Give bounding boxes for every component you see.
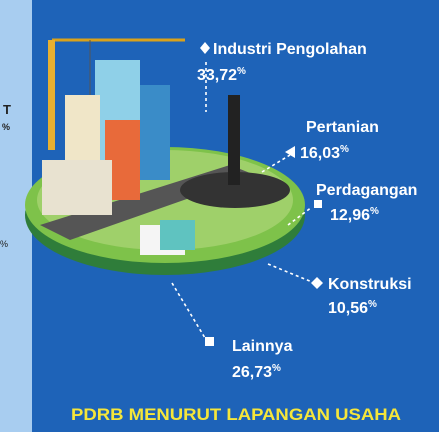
unit: % (272, 363, 281, 374)
footer-title: PDRB MENURUT LAPANGAN USAHA (71, 405, 401, 424)
value: 12,96 (330, 207, 370, 224)
item-label: Pertanian (306, 119, 379, 136)
item-value: 10,56% (328, 299, 377, 317)
item-value: 26,73% (232, 363, 281, 381)
fragment: T (3, 102, 11, 117)
unit: % (340, 144, 349, 155)
illustration (25, 38, 305, 275)
item-value: 33,72% (197, 66, 246, 84)
item-value: 12,96% (330, 206, 379, 224)
fragment: % (2, 122, 10, 132)
value: 16,03 (300, 145, 340, 162)
item-label: Lainnya (232, 338, 293, 355)
value: 26,73 (232, 364, 272, 381)
item-value: 16,03% (300, 144, 349, 162)
unit: % (237, 66, 246, 77)
value: 33,72 (197, 67, 237, 84)
value: 10,56 (328, 300, 368, 317)
unit: % (368, 299, 377, 310)
fragment: % (0, 239, 8, 249)
item-label: Industri Pengolahan (213, 41, 367, 58)
unit: % (370, 206, 379, 217)
item-label: Perdagangan (316, 182, 417, 199)
connectors (171, 42, 323, 346)
item-label: Konstruksi (328, 276, 412, 293)
